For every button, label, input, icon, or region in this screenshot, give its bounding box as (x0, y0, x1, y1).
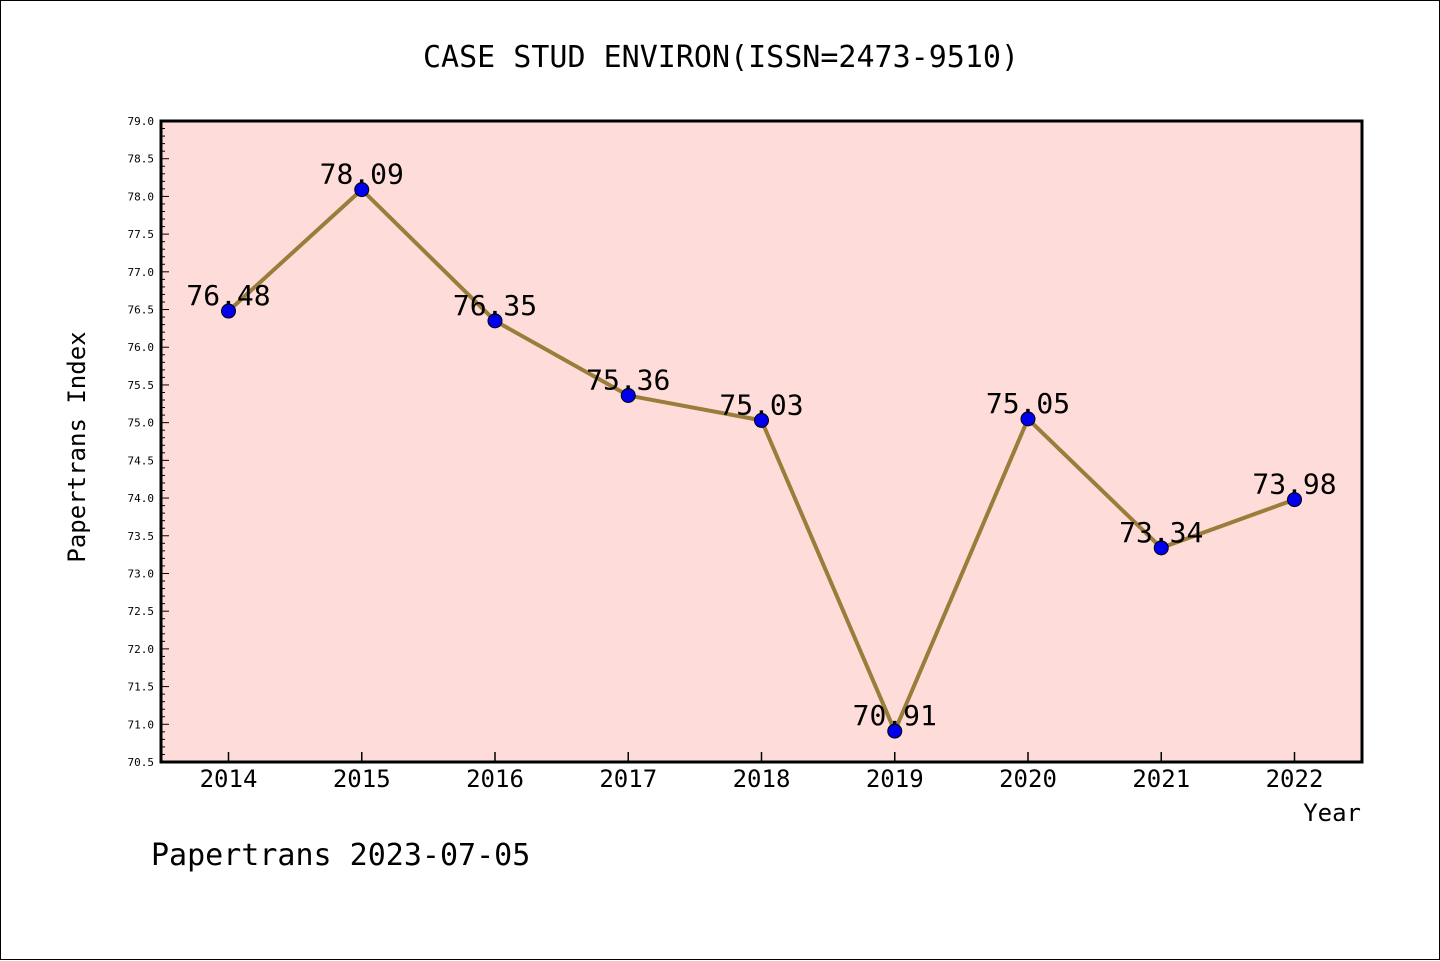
data-label: 73.98 (1252, 468, 1336, 501)
y-tick-label: 75.5 (128, 379, 155, 392)
chart-title: CASE STUD ENVIRON(ISSN=2473-9510) (423, 40, 1019, 75)
data-label: 70.91 (853, 699, 937, 732)
data-label: 78.09 (320, 158, 404, 191)
data-label: 73.34 (1119, 516, 1203, 549)
x-tick-label: 2014 (200, 765, 258, 793)
y-tick-label: 71.0 (128, 718, 155, 731)
y-tick-label: 76.0 (128, 341, 155, 354)
y-tick-label: 79.0 (128, 115, 155, 128)
y-tick-label: 77.5 (128, 228, 155, 241)
data-label: 75.03 (719, 388, 803, 421)
x-axis: 2014 2015 2016 2017 2018 2019 2020 2021 2022 (200, 752, 1324, 793)
data-point (221, 303, 236, 319)
y-tick-label: 70.5 (128, 756, 155, 769)
y-tick-label: 74.5 (128, 454, 155, 467)
x-tick-label: 2017 (599, 765, 657, 793)
data-point (354, 182, 370, 198)
y-axis: 70.5 71.0 71.5 72.0 72.5 73.0 73.5 74.0 74.5 75.0… (128, 115, 169, 769)
data-point (487, 313, 503, 329)
x-tick-label: 2020 (999, 765, 1057, 793)
y-tick-label: 73.5 (128, 530, 155, 543)
y-tick-label: 72.5 (128, 605, 155, 618)
data-label: 76.35 (453, 289, 537, 322)
footer-text: Papertrans 2023-07-05 (151, 838, 530, 873)
y-tick-label: 71.5 (128, 681, 155, 694)
plot-area (159, 119, 1364, 764)
y-tick-label: 78.0 (128, 190, 155, 203)
data-point (754, 412, 769, 428)
data-label: 75.05 (986, 387, 1070, 420)
data-labels: 76.48 78.09 76.35 75.36 75.03 70.91 75.05 73.34… (186, 158, 1336, 732)
x-tick-label: 2016 (466, 765, 524, 793)
y-tick-label: 74.0 (128, 492, 155, 505)
data-point (1287, 492, 1302, 508)
y-tick-label: 77.0 (128, 266, 155, 279)
data-point (1020, 411, 1036, 427)
data-point (620, 387, 636, 403)
x-tick-label: 2022 (1266, 765, 1324, 793)
series-markers (221, 182, 1302, 739)
y-tick-label: 78.5 (128, 153, 155, 166)
y-tick-label: 72.0 (128, 643, 155, 656)
data-label: 75.36 (586, 363, 670, 396)
y-tick-label: 75.0 (128, 417, 155, 430)
data-point (1153, 540, 1169, 556)
x-axis-label: Year (1303, 799, 1361, 827)
x-tick-label: 2018 (733, 765, 791, 793)
x-tick-label: 2015 (333, 765, 391, 793)
data-label: 76.48 (186, 279, 270, 312)
y-tick-label: 76.5 (128, 304, 155, 317)
data-point (887, 723, 903, 739)
y-tick-label: 73.0 (128, 567, 155, 580)
x-tick-label: 2021 (1132, 765, 1190, 793)
y-axis-label: Papertrans Index (63, 331, 91, 562)
x-tick-label: 2019 (866, 765, 924, 793)
